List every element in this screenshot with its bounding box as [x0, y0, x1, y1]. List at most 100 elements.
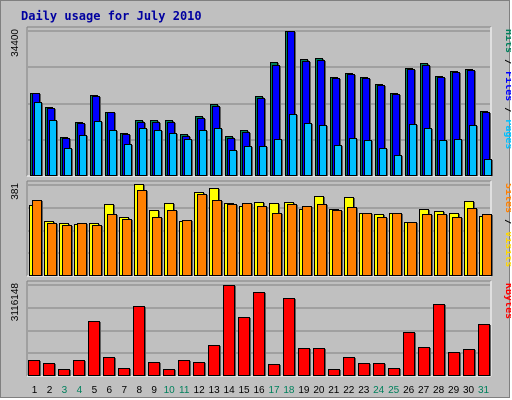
bar-pages	[274, 139, 282, 176]
bar-kbytes	[358, 363, 370, 376]
bar-pages	[484, 159, 492, 176]
bar-sites	[347, 207, 357, 276]
bar-sites	[77, 223, 87, 276]
legend-entry: /	[503, 101, 511, 119]
bar-pages	[139, 128, 147, 176]
x-tick-label: 14	[224, 385, 236, 396]
bar-pages	[319, 125, 327, 176]
x-tick-label: 22	[343, 385, 355, 396]
bar-sites	[452, 217, 462, 276]
bar-pages	[34, 102, 42, 176]
bar-kbytes	[313, 348, 325, 376]
bar-pages	[49, 120, 57, 176]
bar-sites	[332, 210, 342, 276]
bar-pages	[439, 140, 447, 176]
chart-title: Daily usage for July 2010	[21, 9, 202, 23]
bar-kbytes	[283, 298, 295, 376]
bar-pages	[424, 128, 432, 176]
x-tick-label: 2	[47, 385, 53, 396]
bar-pages	[259, 146, 267, 176]
bar-pages	[349, 138, 357, 176]
x-tick-label: 17	[268, 385, 280, 396]
bar-kbytes	[253, 292, 265, 376]
bar-sites	[257, 206, 267, 276]
bar-kbytes	[88, 321, 100, 376]
legend-entry: KBytes	[503, 283, 511, 319]
bar-sites	[422, 214, 432, 276]
x-tick-label: 27	[418, 385, 430, 396]
x-tick-label: 29	[448, 385, 460, 396]
x-tick-label: 13	[209, 385, 221, 396]
bar-kbytes	[388, 368, 400, 376]
bar-kbytes	[178, 360, 190, 376]
chart-panels: 34400 Hits / Files / Pages 381 Sites / Visi…	[10, 26, 511, 377]
x-tick-label: 8	[137, 385, 143, 396]
x-tick-label: 19	[298, 385, 310, 396]
bar-kbytes	[238, 317, 250, 376]
visits-sites-panel: 381 Sites / Visits	[10, 180, 511, 277]
legend-entry: /	[503, 213, 511, 231]
bar-sites	[212, 200, 222, 276]
bar-pages	[454, 139, 462, 176]
bar-sites	[47, 223, 57, 276]
bar-sites	[482, 214, 492, 276]
bar-sites	[62, 225, 72, 276]
bar-pages	[469, 125, 477, 176]
legend-entry: /	[503, 53, 511, 71]
bar-kbytes	[343, 357, 355, 376]
bar-pages	[244, 146, 252, 176]
bar-sites	[122, 219, 132, 276]
bar-sites	[287, 204, 297, 276]
x-tick-label: 24	[373, 385, 385, 396]
bar-sites	[467, 208, 477, 276]
bar-pages	[304, 123, 312, 176]
bar-kbytes	[463, 349, 475, 376]
hits-files-pages-panel: 34400 Hits / Files / Pages	[10, 26, 511, 177]
bar-kbytes	[478, 324, 490, 376]
bar-kbytes	[223, 285, 235, 376]
bar-kbytes	[118, 368, 130, 376]
x-tick-label: 3	[62, 385, 68, 396]
bar-sites	[407, 222, 417, 276]
bar-sites	[242, 203, 252, 276]
bar-kbytes	[103, 357, 115, 376]
legend-entry: Hits	[503, 29, 511, 53]
bar-sites	[197, 194, 207, 276]
legend-entry: Files	[503, 71, 511, 101]
x-tick-label: 4	[77, 385, 83, 396]
bar-sites	[317, 204, 327, 276]
x-tick-label: 23	[358, 385, 370, 396]
bar-sites	[227, 204, 237, 276]
x-tick-label: 18	[283, 385, 295, 396]
bar-kbytes	[43, 363, 55, 376]
bar-pages	[334, 145, 342, 176]
y-max-label: 381	[10, 183, 21, 200]
bar-kbytes	[148, 362, 160, 376]
bar-kbytes	[73, 360, 85, 376]
bar-sites	[392, 213, 402, 276]
kbytes-panel: 3116148 KBytes	[10, 280, 511, 377]
bar-kbytes	[163, 369, 175, 376]
bar-sites	[92, 225, 102, 276]
bar-kbytes	[418, 347, 430, 376]
bar-pages	[94, 121, 102, 176]
bar-pages	[394, 155, 402, 176]
legend-entry: Sites	[503, 183, 511, 213]
bar-kbytes	[28, 360, 40, 376]
bar-kbytes	[208, 345, 220, 376]
bar-sites	[182, 220, 192, 276]
bar-pages	[229, 150, 237, 176]
bar-sites	[107, 214, 117, 276]
bar-sites	[137, 190, 147, 276]
bar-kbytes	[433, 304, 445, 376]
bar-sites	[362, 213, 372, 276]
bar-pages	[289, 114, 297, 176]
x-axis: 1 2 3 4 5 6 7 8 9 10 11 12 13 14 15 16 17 18 19 20 21 22 23 24 2…	[32, 385, 490, 396]
bar-pages	[379, 148, 387, 176]
bar-pages	[409, 124, 417, 176]
bar-sites	[152, 217, 162, 276]
bar-sites	[167, 210, 177, 276]
x-tick-label: 20	[313, 385, 325, 396]
